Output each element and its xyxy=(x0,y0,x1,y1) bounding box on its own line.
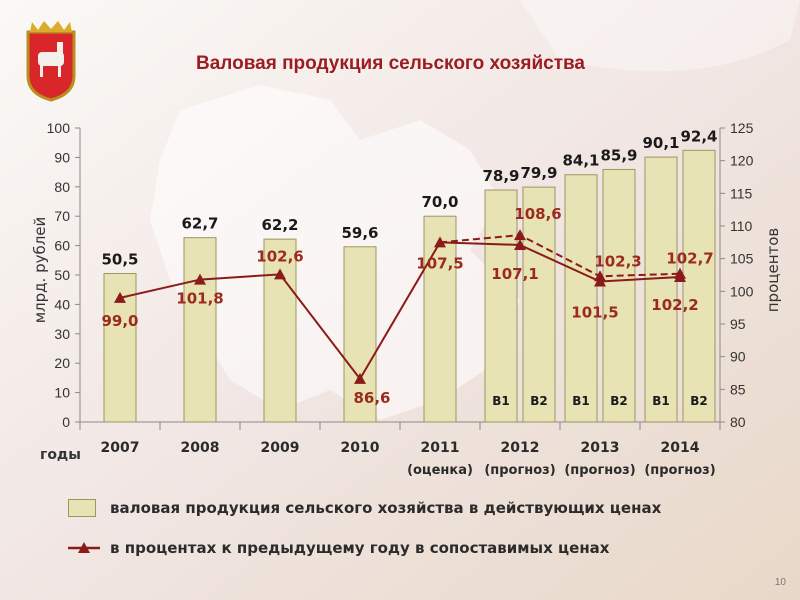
bar xyxy=(183,237,217,423)
left-tick-label: 10 xyxy=(54,385,70,401)
y-axis-title-right: процентов xyxy=(764,228,782,313)
line-value-label-dashed: 102,3 xyxy=(594,252,641,270)
page-title: Валовая продукция сельского хозяйства xyxy=(196,53,585,74)
line-marker-icon xyxy=(194,273,206,285)
right-tick-label: 95 xyxy=(730,316,746,332)
left-tick-label: 20 xyxy=(54,355,70,371)
legend-item-line: в процентах к предыдущему году в сопоста… xyxy=(68,539,609,557)
line-marker-icon xyxy=(274,268,286,280)
left-tick-label: 100 xyxy=(47,120,71,136)
bar-value-label: 62,2 xyxy=(261,216,298,234)
right-tick-label: 125 xyxy=(730,120,754,136)
bar xyxy=(644,156,678,423)
legend-label-bars: валовая продукция сельского хозяйства в … xyxy=(110,499,662,517)
x-tick-sublabel: (прогноз) xyxy=(484,463,555,478)
line-value-label: 107,1 xyxy=(491,265,538,283)
bar-variant-label: В2 xyxy=(610,394,628,408)
x-tick-label: 2013 xyxy=(581,440,620,456)
bar xyxy=(522,186,556,423)
line-value-label: 102,2 xyxy=(651,296,698,314)
bar xyxy=(263,238,297,423)
bar xyxy=(682,149,716,423)
legend-line-swatch-icon xyxy=(68,542,100,553)
bar-value-label: 92,4 xyxy=(680,127,717,145)
line-value-label: 99,0 xyxy=(101,312,138,330)
left-tick-label: 90 xyxy=(54,149,70,165)
line-value-label: 101,5 xyxy=(571,304,618,322)
legend-label-line: в процентах к предыдущему году в сопоста… xyxy=(110,539,610,557)
bar-variant-label: В2 xyxy=(690,394,708,408)
right-tick-label: 115 xyxy=(730,185,753,201)
line-marker-icon xyxy=(594,270,606,282)
bar-variant-label: В1 xyxy=(492,394,510,408)
left-tick-label: 60 xyxy=(54,238,70,254)
right-tick-label: 85 xyxy=(730,381,746,397)
series-line-dashed xyxy=(439,234,681,278)
emblem-icon xyxy=(26,21,76,102)
line-value-label: 107,5 xyxy=(416,254,463,272)
right-tick-label: 100 xyxy=(730,283,754,299)
right-tick-label: 110 xyxy=(730,218,753,234)
line-marker-icon xyxy=(514,229,526,241)
legend-item-bars: валовая продукция сельского хозяйства в … xyxy=(68,499,661,517)
line-value-label: 101,8 xyxy=(176,290,223,308)
bar-value-label: 62,7 xyxy=(181,215,218,233)
bar xyxy=(343,246,377,423)
right-tick-label: 105 xyxy=(730,251,754,267)
bar-variant-label: В1 xyxy=(652,394,670,408)
left-tick-label: 30 xyxy=(54,326,70,342)
x-axis-title: годы xyxy=(40,447,81,463)
bar-value-label: 50,5 xyxy=(101,251,138,269)
line-marker-icon xyxy=(114,291,126,303)
x-tick-label: 2012 xyxy=(501,440,540,456)
x-tick-label: 2014 xyxy=(661,440,700,456)
y-axis-title-left: млрд. рублей xyxy=(31,217,49,324)
line-marker-icon xyxy=(514,238,526,250)
bar-value-label: 85,9 xyxy=(600,146,637,164)
legend-bar-swatch xyxy=(68,499,96,517)
bar-variant-label: В1 xyxy=(572,394,590,408)
x-tick-label: 2008 xyxy=(181,440,220,456)
bar-variant-label: В2 xyxy=(530,394,548,408)
x-tick-label: 2009 xyxy=(261,440,300,456)
left-tick-label: 50 xyxy=(54,267,70,283)
bar-value-label: 70,0 xyxy=(421,193,458,211)
bar-value-label: 84,1 xyxy=(562,152,599,170)
bar xyxy=(484,189,518,423)
line-marker-icon xyxy=(674,267,686,279)
line-marker-icon xyxy=(354,372,366,384)
x-tick-label: 2010 xyxy=(341,440,380,456)
bar-value-label: 78,9 xyxy=(482,167,519,185)
right-tick-label: 120 xyxy=(730,153,754,169)
bar xyxy=(602,168,636,423)
line-value-label-dashed: 102,7 xyxy=(666,250,713,268)
page-number: 10 xyxy=(774,577,786,588)
series-line-solid xyxy=(119,241,681,381)
x-tick-label: 2007 xyxy=(101,440,140,456)
right-tick-label: 90 xyxy=(730,349,746,365)
bar-value-label: 59,6 xyxy=(341,224,378,242)
line-value-label-dashed: 108,6 xyxy=(514,205,561,223)
left-tick-label: 0 xyxy=(62,414,70,430)
bar xyxy=(423,215,457,423)
bar xyxy=(564,174,598,423)
left-tick-label: 70 xyxy=(54,208,70,224)
line-value-label: 86,6 xyxy=(353,389,390,407)
left-tick-label: 80 xyxy=(54,179,70,195)
x-tick-sublabel: (прогноз) xyxy=(564,463,635,478)
bar-value-label: 90,1 xyxy=(642,134,679,152)
right-tick-label: 80 xyxy=(730,414,746,430)
left-tick-label: 40 xyxy=(54,296,70,312)
bar-value-label: 79,9 xyxy=(520,164,557,182)
x-tick-sublabel: (прогноз) xyxy=(644,463,715,478)
line-value-label: 102,6 xyxy=(256,247,303,265)
x-tick-sublabel: (оценка) xyxy=(407,463,473,478)
line-marker-icon xyxy=(434,236,446,248)
x-tick-label: 2011 xyxy=(421,440,460,456)
